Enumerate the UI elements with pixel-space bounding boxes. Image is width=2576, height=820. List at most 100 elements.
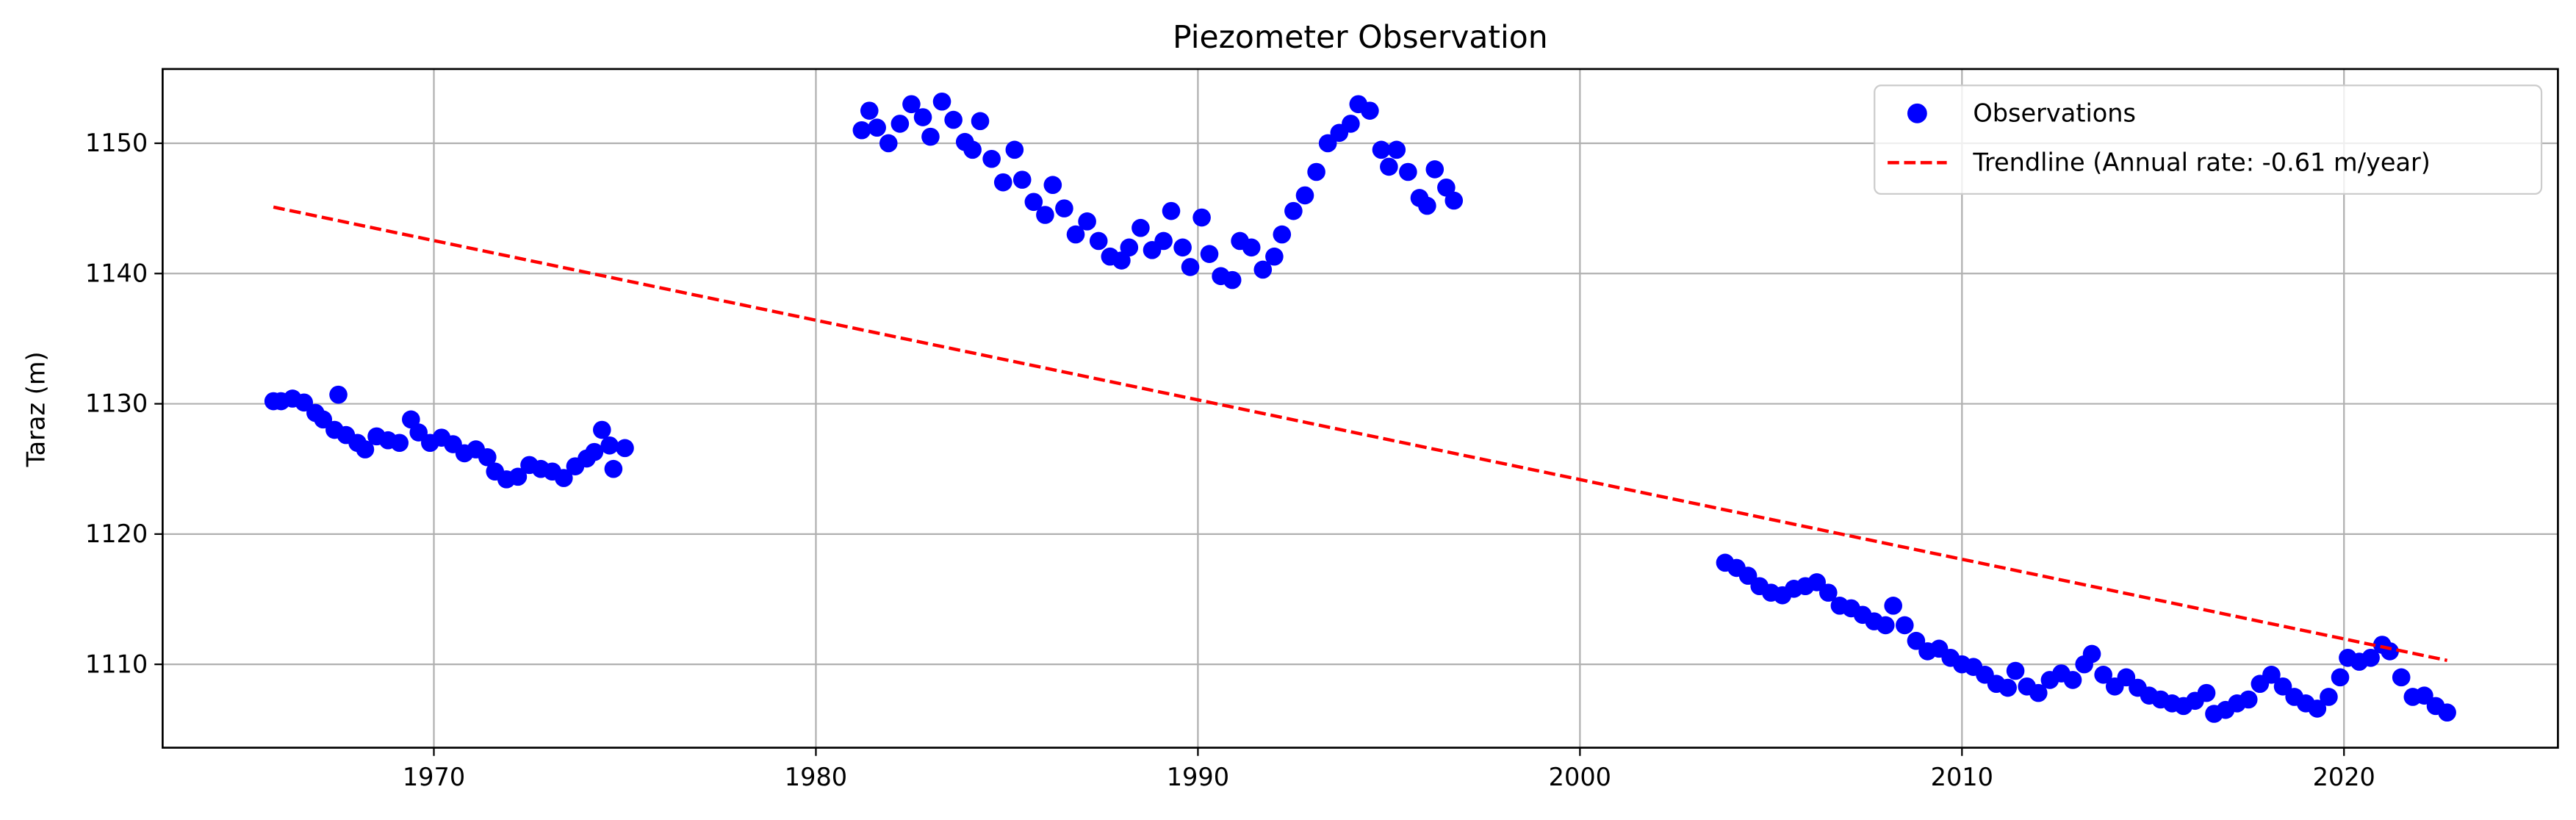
observation-point: [356, 440, 375, 458]
observation-point: [963, 140, 982, 159]
y-tick-label: 1140: [85, 259, 148, 287]
observation-point: [2438, 703, 2456, 722]
observation-point: [1819, 583, 1838, 602]
observation-point: [616, 439, 634, 458]
y-tick-label: 1150: [85, 129, 148, 157]
observation-point: [1265, 247, 1284, 266]
observation-point: [1162, 201, 1181, 220]
observation-point: [1342, 115, 1360, 133]
y-tick-label: 1130: [85, 389, 148, 418]
observation-point: [1273, 225, 1292, 244]
observation-point: [2063, 671, 2082, 689]
observation-point: [2320, 688, 2338, 706]
observation-point: [1437, 178, 1456, 197]
observation-point: [1896, 616, 1914, 635]
observation-point: [902, 95, 921, 114]
observation-point: [2006, 661, 2025, 680]
observation-point: [879, 134, 898, 153]
observation-point: [1425, 160, 1444, 179]
observation-point: [592, 420, 611, 439]
observation-point: [1387, 140, 1406, 159]
observation-point: [1005, 140, 1024, 159]
observation-point: [1200, 245, 1219, 263]
observation-point: [982, 149, 1001, 168]
observation-point: [478, 447, 497, 467]
observation-point: [1055, 199, 1073, 217]
x-tick-label: 2000: [1549, 763, 1611, 791]
observation-point: [1877, 616, 1895, 635]
observation-point: [2361, 648, 2380, 667]
observation-point: [868, 118, 886, 137]
observation-point: [932, 92, 951, 111]
observation-point: [295, 393, 314, 412]
y-axis-label: Taraz (m): [21, 351, 50, 467]
observation-point: [1043, 176, 1062, 195]
chart-title: Piezometer Observation: [1173, 20, 1548, 56]
observation-point: [2308, 699, 2327, 718]
observation-point: [1884, 597, 1903, 615]
observation-point: [1089, 231, 1108, 251]
observation-point: [329, 385, 348, 404]
y-tick-label: 1120: [85, 519, 148, 548]
observation-point: [2331, 668, 2350, 687]
observation-point: [1012, 170, 1032, 189]
legend-marker: [1907, 103, 1927, 123]
legend-label: Observations: [1973, 98, 2136, 127]
observation-point: [1192, 208, 1211, 227]
observation-point: [2117, 668, 2136, 687]
observation-point: [604, 459, 623, 478]
observation-point: [852, 121, 871, 140]
observation-point: [508, 467, 528, 486]
observation-point: [2239, 690, 2258, 709]
observation-point: [1380, 157, 1398, 176]
observation-point: [314, 410, 333, 429]
x-tick-label: 2010: [1931, 763, 1993, 791]
observation-point: [1181, 258, 1200, 276]
observation-point: [891, 115, 910, 133]
observation-point: [1242, 238, 1261, 257]
observation-point: [993, 173, 1012, 192]
x-tick-label: 1970: [403, 763, 465, 791]
observation-point: [2197, 683, 2216, 702]
observation-point: [402, 410, 420, 429]
observation-point: [555, 469, 573, 487]
observation-point: [1998, 678, 2017, 697]
observation-point: [1253, 260, 1273, 279]
observation-point: [600, 436, 619, 455]
observation-point: [1024, 193, 1043, 212]
observation-point: [1120, 238, 1139, 257]
x-tick-label: 2020: [2313, 763, 2375, 791]
observation-point: [1284, 201, 1303, 220]
legend-box: [1874, 84, 2543, 195]
legend-label: Trendline (Annual rate: -0.61 m/year): [1972, 148, 2431, 177]
observation-point: [2029, 683, 2048, 702]
observation-point: [409, 423, 428, 442]
observation-point: [2082, 644, 2101, 663]
observation-point: [1066, 225, 1085, 244]
observation-point: [2392, 668, 2411, 687]
observation-point: [2094, 666, 2112, 684]
observation-point: [1223, 270, 1242, 289]
trendline: [273, 205, 2448, 663]
observation-point: [1112, 251, 1131, 270]
observation-point: [1807, 573, 1827, 591]
observation-point: [2273, 677, 2292, 696]
observation-point: [1173, 238, 1192, 257]
observation-point: [1036, 206, 1054, 224]
y-tick-label: 1110: [85, 650, 148, 678]
observation-point: [2415, 686, 2433, 705]
observation-point: [1295, 186, 1314, 205]
observation-point: [1738, 567, 1757, 585]
observation-point: [913, 108, 932, 126]
observation-point: [1318, 134, 1337, 153]
observation-point: [1418, 196, 1436, 215]
x-tick-label: 1990: [1167, 763, 1229, 791]
observation-point: [1372, 140, 1391, 159]
plot-area: [264, 92, 2456, 723]
observation-point: [390, 434, 409, 453]
observation-point: [1907, 631, 1926, 650]
observation-point: [971, 112, 990, 131]
axes-frame: [162, 68, 2559, 749]
